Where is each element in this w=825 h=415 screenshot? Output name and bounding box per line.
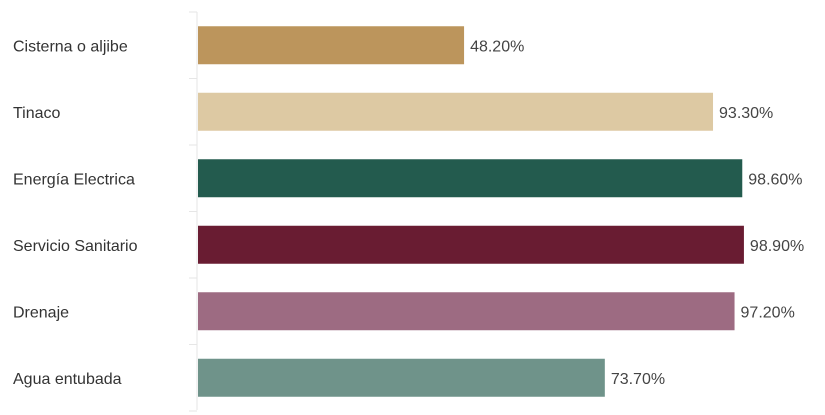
bar [198, 26, 465, 65]
category-label: Servicio Sanitario [13, 238, 138, 255]
bar [198, 225, 744, 264]
bars-group [198, 26, 744, 397]
category-axis-ticks [189, 11, 197, 412]
category-label: Energía Electrica [13, 171, 135, 188]
value-labels: 48.20% 93.30% 98.60% 98.90% 97.20% 73.70% [470, 38, 804, 388]
bar [198, 358, 605, 397]
data-label: 97.20% [741, 304, 795, 321]
category-label: Cisterna o aljibe [13, 38, 128, 55]
category-label: Drenaje [13, 304, 69, 321]
data-label: 73.70% [611, 371, 665, 388]
bar [198, 92, 714, 131]
data-label: 98.90% [750, 238, 804, 255]
bar [198, 159, 743, 198]
category-labels: Cisterna o aljibe Tinaco Energía Electrica… [13, 38, 138, 388]
data-label: 98.60% [748, 171, 802, 188]
category-label: Agua entubada [13, 371, 122, 388]
data-label: 48.20% [470, 38, 524, 55]
bar [198, 292, 735, 331]
category-label: Tinaco [13, 105, 61, 122]
data-label: 93.30% [719, 105, 773, 122]
